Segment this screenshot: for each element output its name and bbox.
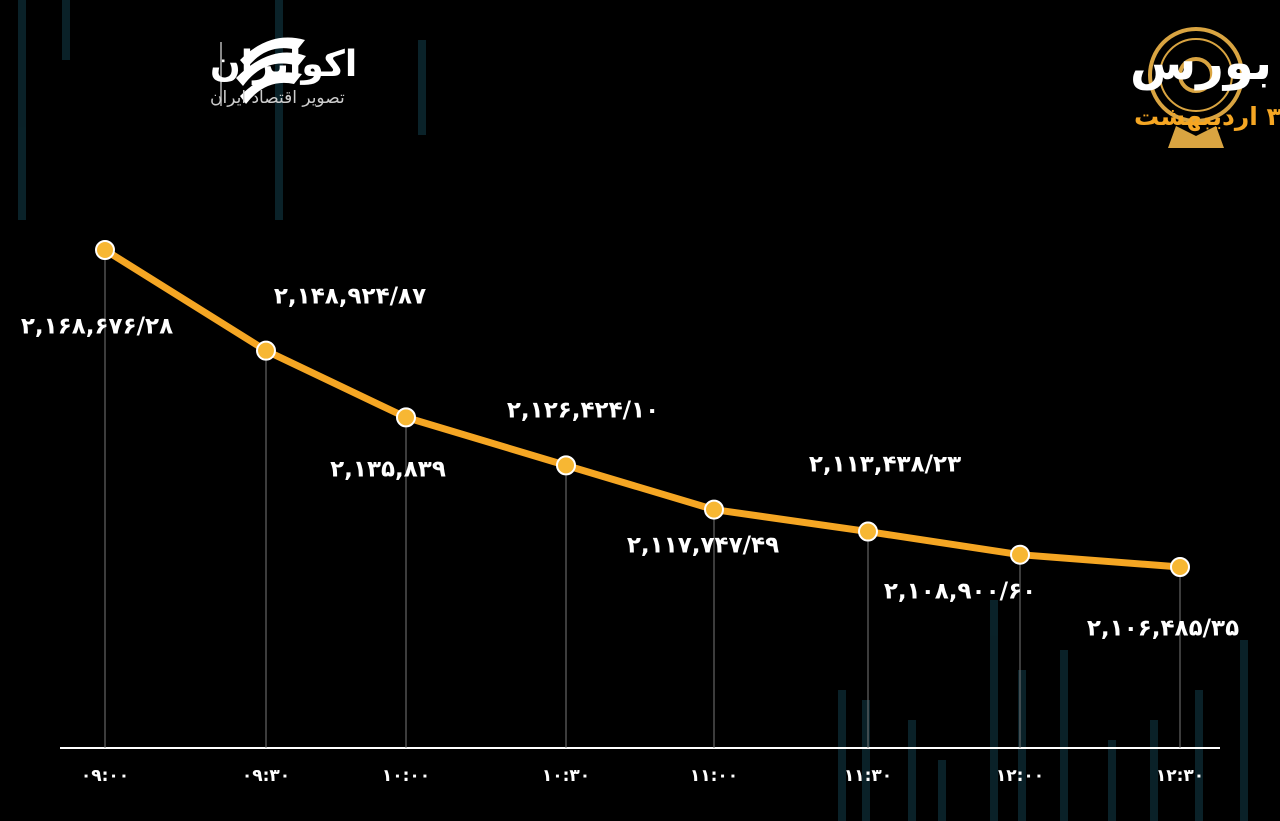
x-tick-label: ۱۰:۳۰ — [542, 766, 590, 786]
subtitle: یکشنبه ۳۰ اردیبهشت — [1134, 102, 1280, 132]
brand-logo — [220, 37, 306, 106]
x-tick-label: ۱۲:۳۰ — [1156, 766, 1204, 786]
x-tick-label: ۱۱:۳۰ — [844, 766, 892, 786]
data-label: ۲,۱۲۶,۴۲۴/۱۰ — [507, 398, 659, 424]
line — [103, 247, 1181, 571]
point — [1170, 557, 1190, 577]
brand-name: اکوایران — [210, 44, 357, 85]
point — [1010, 544, 1030, 565]
point — [95, 240, 115, 260]
point — [858, 521, 878, 542]
brand-tagline: تصویر اقتصاد ایران — [210, 88, 345, 108]
background-bars — [18, 0, 1248, 821]
x-tick-label: ۰۹:۳۰ — [242, 766, 290, 786]
x-tick-label: ۰۹:۰۰ — [81, 766, 129, 786]
point — [704, 499, 724, 520]
data-label: ۲,۱۶۸,۶۷۶/۲۸ — [21, 314, 173, 340]
data-label: ۲,۱۱۷,۷۴۷/۴۹ — [627, 533, 779, 559]
point — [256, 340, 276, 361]
title: روند شاخص کل بورس — [1130, 35, 1280, 91]
x-tick-label: ۱۰:۰۰ — [382, 766, 430, 786]
x-tick-label: ۱۲:۰۰ — [996, 766, 1044, 786]
point — [396, 407, 416, 428]
data-label: ۲,۱۴۸,۹۲۴/۸۷ — [274, 284, 426, 310]
point — [556, 455, 576, 476]
data-label: ۲,۱۱۳,۴۳۸/۲۳ — [809, 452, 961, 478]
data-label: ۲,۱۳۵,۸۳۹ — [330, 457, 446, 483]
x-tick-label: ۱۱:۰۰ — [690, 766, 738, 786]
exchange-logo — [1148, 27, 1244, 148]
data-label: ۲,۱۰۶,۴۸۵/۳۵ — [1087, 616, 1239, 642]
data-label: ۲,۱۰۸,۹۰۰/۶۰ — [884, 579, 1036, 605]
